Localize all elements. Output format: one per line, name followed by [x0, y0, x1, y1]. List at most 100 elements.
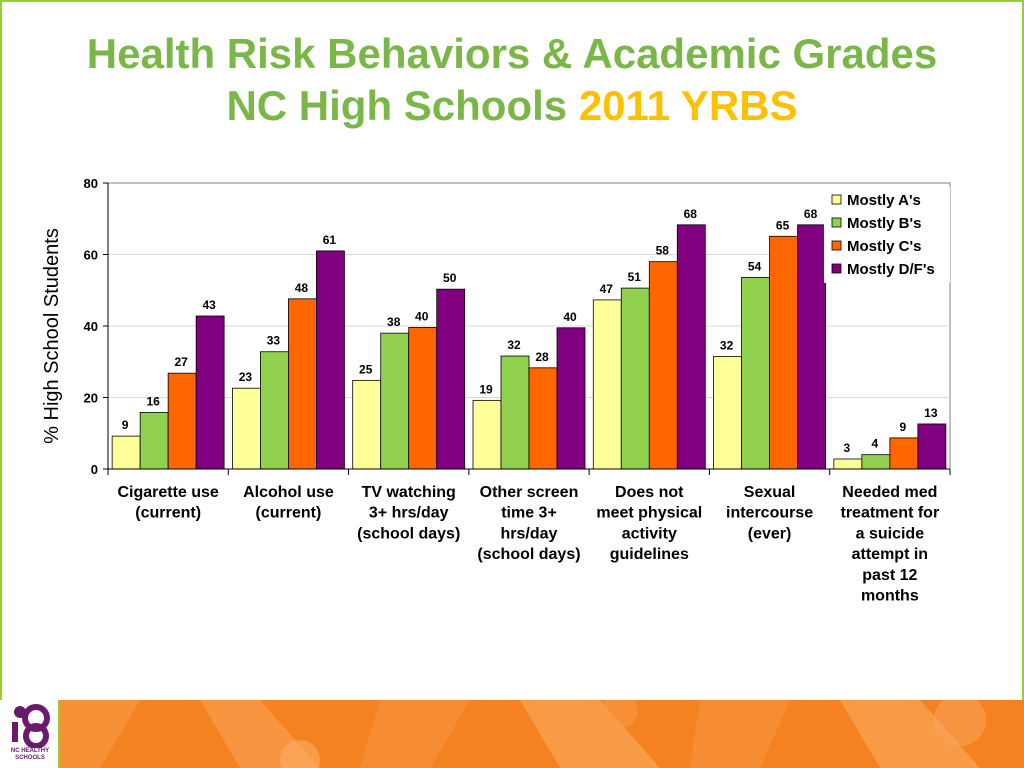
bar — [713, 355, 742, 470]
data-label: 25 — [359, 362, 373, 376]
footer-pattern — [0, 700, 1024, 768]
legend-label: Mostly A's — [847, 192, 921, 209]
x-tick-label: (current) — [256, 505, 322, 522]
bars — [111, 224, 947, 470]
x-tick-label: (ever) — [748, 525, 792, 542]
x-tick-label: (current) — [135, 505, 201, 522]
x-tick-label: past 12 — [862, 567, 917, 584]
legend-swatch — [831, 217, 842, 228]
data-label: 16 — [146, 395, 160, 409]
x-tick-label: time 3+ — [501, 505, 557, 522]
data-label: 33 — [267, 334, 281, 348]
data-label: 65 — [776, 218, 790, 232]
bar — [833, 458, 863, 470]
y-tick-label: 20 — [84, 391, 98, 406]
bar — [288, 298, 317, 470]
bar — [195, 315, 225, 470]
bar — [167, 372, 197, 470]
x-tick-label: meet physical — [596, 505, 702, 522]
logo-caption: NC HEALTHY SCHOOLS — [10, 748, 50, 761]
bar — [436, 288, 466, 470]
y-tick-label: 80 — [84, 176, 98, 191]
bar — [917, 423, 947, 470]
bar — [380, 332, 410, 470]
data-label: 47 — [600, 282, 614, 296]
bar — [741, 276, 770, 470]
data-label: 48 — [295, 281, 309, 295]
data-label: 68 — [684, 207, 698, 221]
x-tick-label: attempt in — [852, 546, 928, 563]
x-tick-label: Sexual — [744, 484, 796, 501]
data-label: 32 — [720, 338, 734, 352]
x-tick-label: intercourse — [726, 505, 813, 522]
x-tick-label: Other screen — [480, 484, 579, 501]
slide-title: Health Risk Behaviors & Academic Grades … — [0, 28, 1024, 132]
x-tick-label: treatment for — [841, 505, 940, 522]
x-tick-label: a suicide — [856, 525, 925, 542]
y-axis-title: % High School Students — [41, 228, 63, 444]
x-tick-label: months — [861, 588, 919, 605]
bar — [556, 327, 586, 470]
x-tick-label: Alcohol use — [243, 484, 334, 501]
data-label: 13 — [924, 406, 938, 420]
bar — [139, 412, 169, 470]
data-label: 32 — [507, 338, 521, 352]
y-tick-label: 40 — [84, 319, 98, 334]
data-label: 58 — [656, 244, 670, 258]
x-tick-label: Does not — [615, 484, 684, 501]
bar — [889, 437, 919, 470]
data-label: 38 — [387, 315, 401, 329]
data-label: 9 — [122, 418, 129, 432]
data-label: 40 — [563, 310, 577, 324]
x-tick-label: hrs/day — [501, 525, 558, 542]
y-tick-label: 0 — [91, 462, 98, 477]
title-line-2-accent: 2011 YRBS — [578, 82, 798, 129]
bar — [676, 224, 706, 470]
bar — [316, 250, 345, 470]
legend-swatch — [831, 263, 842, 274]
bar — [232, 387, 261, 470]
data-label: 4 — [872, 437, 879, 451]
data-label: 68 — [804, 207, 818, 221]
bar — [861, 454, 891, 470]
bar — [408, 327, 438, 470]
data-label: 61 — [323, 233, 337, 247]
x-tick-label: activity — [622, 525, 677, 542]
bar — [648, 261, 678, 470]
bar — [620, 287, 650, 470]
data-label: 3 — [844, 441, 851, 455]
y-tick-label: 60 — [84, 248, 98, 263]
bar — [769, 235, 798, 470]
legend-label: Mostly B's — [847, 215, 921, 232]
data-label: 19 — [479, 382, 493, 396]
data-label: 9 — [900, 420, 907, 434]
x-tick-label: guidelines — [610, 546, 689, 563]
x-tick-label: TV watching — [362, 484, 456, 501]
data-label: 43 — [202, 298, 216, 312]
bar-chart: 0 20 40 60 80 % High School Students Cigarette… — [41, 176, 951, 605]
axes: 0 20 40 60 80 % High School Students Cigarette… — [41, 176, 951, 605]
x-tick-label: Needed med — [842, 484, 937, 501]
bar — [528, 367, 558, 470]
data-label: 54 — [748, 259, 762, 273]
bar — [472, 399, 502, 470]
nc-healthy-schools-logo: NC HEALTHY SCHOOLS — [0, 700, 60, 768]
legend-box — [824, 187, 950, 283]
legend: Mostly A's Mostly B's Mostly C's Mostly D/F… — [824, 187, 950, 283]
data-label: 23 — [239, 370, 253, 384]
logo-figure-icon — [12, 704, 50, 749]
title-line-2: NC High Schools 2011 YRBS — [0, 80, 1024, 132]
legend-label: Mostly D/F's — [847, 261, 935, 278]
bar — [260, 351, 289, 470]
slide-frame — [0, 0, 1024, 700]
bar — [592, 299, 622, 470]
x-tick-label: (school days) — [477, 546, 580, 563]
data-label: 28 — [535, 350, 549, 364]
legend-swatch — [831, 240, 842, 251]
legend-swatch — [831, 194, 842, 205]
title-line-2-green: NC High Schools — [226, 82, 568, 129]
data-label: 40 — [415, 309, 429, 323]
title-line-1: Health Risk Behaviors & Academic Grades — [86, 30, 938, 77]
x-tick-label: Cigarette use — [117, 484, 218, 501]
